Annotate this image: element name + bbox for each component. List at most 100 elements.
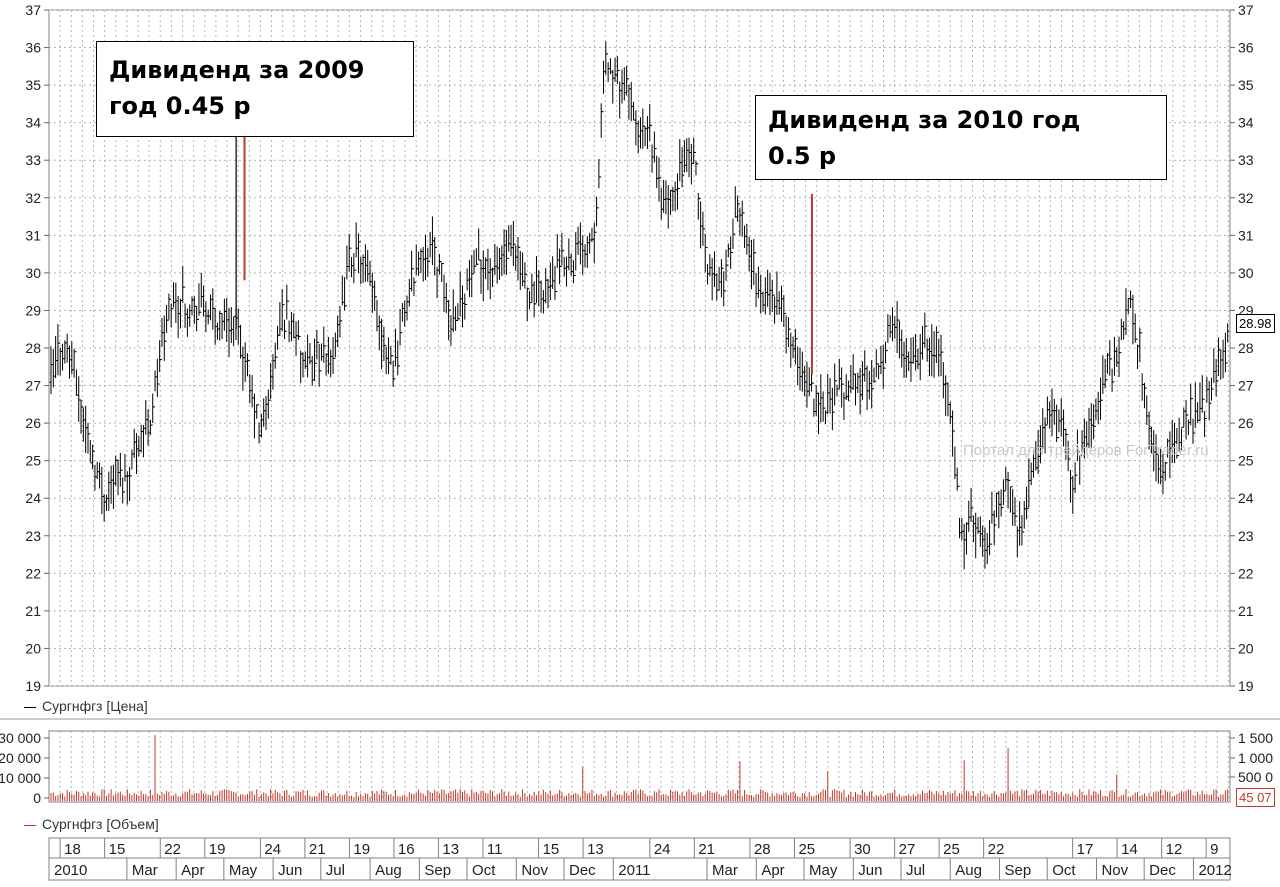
y-tick-label: 23: [1238, 528, 1254, 544]
price-bar: [428, 231, 432, 262]
price-bar: [181, 266, 185, 303]
price-bar: [958, 485, 962, 539]
price-bar: [1216, 337, 1220, 382]
price-bar: [618, 69, 622, 119]
price-bar: [1071, 476, 1075, 514]
day-label: 17: [1077, 841, 1094, 858]
price-bar: [463, 293, 467, 320]
y-tick-label: 27: [25, 378, 41, 394]
price-bar: [595, 196, 599, 233]
price-bar: [160, 317, 164, 361]
price-bar: [696, 163, 700, 220]
price-bar: [322, 326, 326, 363]
annotation-line: год 0.45 р: [109, 92, 251, 120]
price-bar: [509, 224, 513, 257]
day-label: 13: [587, 841, 604, 858]
price-bar: [886, 314, 890, 352]
price-bar: [650, 124, 654, 173]
price-bar: [807, 367, 811, 397]
price-bar: [983, 527, 987, 569]
price-bar: [1062, 409, 1066, 447]
month-label: 2011: [618, 862, 650, 879]
price-bar: [141, 424, 145, 458]
price-bar: [842, 383, 846, 420]
price-bar: [209, 294, 213, 321]
price-bar: [507, 225, 511, 259]
price-bar: [511, 221, 515, 266]
price-bar: [567, 238, 571, 271]
price-bar: [539, 280, 543, 313]
price-bar: [622, 67, 626, 101]
price-bar: [985, 532, 989, 565]
price-bar: [167, 293, 171, 321]
price-bar: [636, 120, 640, 154]
price-bar: [939, 334, 943, 377]
price-bar: [1101, 355, 1105, 401]
y-tick-label: 24: [25, 490, 41, 506]
month-label: Apr: [181, 862, 204, 879]
price-bar: [356, 233, 360, 274]
price-bar: [220, 312, 224, 339]
price-bar: [472, 249, 476, 275]
price-bar: [1117, 336, 1121, 378]
price-bar: [135, 433, 139, 475]
price-bar: [1008, 479, 1012, 513]
price-bar: [706, 247, 710, 285]
price-bar: [361, 254, 365, 284]
price-bar: [518, 246, 522, 290]
price-bar: [951, 410, 955, 457]
price-bar: [481, 250, 485, 302]
y-tick-label: 28: [1238, 340, 1254, 356]
price-bar: [61, 343, 65, 371]
volume-last-value: 45 07: [1236, 788, 1275, 807]
price-bar: [1004, 467, 1008, 492]
price-bar: [151, 393, 155, 426]
month-label: Sep: [1005, 862, 1032, 879]
y-tick-label: 34: [25, 115, 41, 131]
price-bar: [497, 248, 501, 280]
month-label: Mar: [132, 862, 158, 879]
price-bar: [139, 424, 143, 453]
price-bar: [814, 385, 818, 416]
price-bar: [95, 461, 99, 479]
price-bar: [576, 226, 580, 255]
price-bar: [252, 393, 256, 439]
price-bar: [884, 341, 888, 369]
price-bar: [331, 337, 335, 374]
price-bar: [384, 344, 388, 375]
price-bar: [689, 143, 693, 185]
price-bar: [657, 157, 661, 202]
day-label: 14: [1121, 841, 1138, 858]
price-bar: [352, 253, 356, 284]
price-bar: [1115, 347, 1119, 367]
y-tick-label: 35: [25, 77, 41, 93]
price-bar: [948, 401, 952, 425]
day-label: 22: [988, 841, 1005, 858]
y-tick-label: 35: [1238, 77, 1254, 93]
price-bar: [282, 304, 286, 340]
price-bar: [853, 373, 857, 406]
annotation-line: 0.5 р: [768, 142, 837, 170]
price-bar: [1226, 323, 1230, 364]
legend-swatch: [24, 824, 36, 826]
price-bar: [183, 286, 187, 328]
price-bar: [1029, 462, 1033, 486]
price-bar: [583, 244, 587, 268]
price-bar: [1022, 501, 1026, 533]
price-bar: [440, 261, 444, 282]
y-tick-label: 10 000: [0, 770, 41, 786]
volume-legend-label: Сургнфгз [Объем]: [42, 816, 159, 832]
month-label: Oct: [1052, 862, 1076, 879]
price-bar: [918, 334, 922, 381]
price-bar: [1052, 398, 1056, 425]
day-label: 13: [442, 841, 459, 858]
price-bar: [534, 256, 538, 305]
month-label: Sep: [424, 862, 451, 879]
price-bar: [897, 319, 901, 359]
price-bar: [148, 419, 152, 436]
price-bar: [116, 459, 120, 496]
price-bar: [299, 335, 303, 384]
price-bar: [930, 324, 934, 377]
price-bar: [759, 274, 763, 314]
price-bar: [104, 494, 108, 511]
